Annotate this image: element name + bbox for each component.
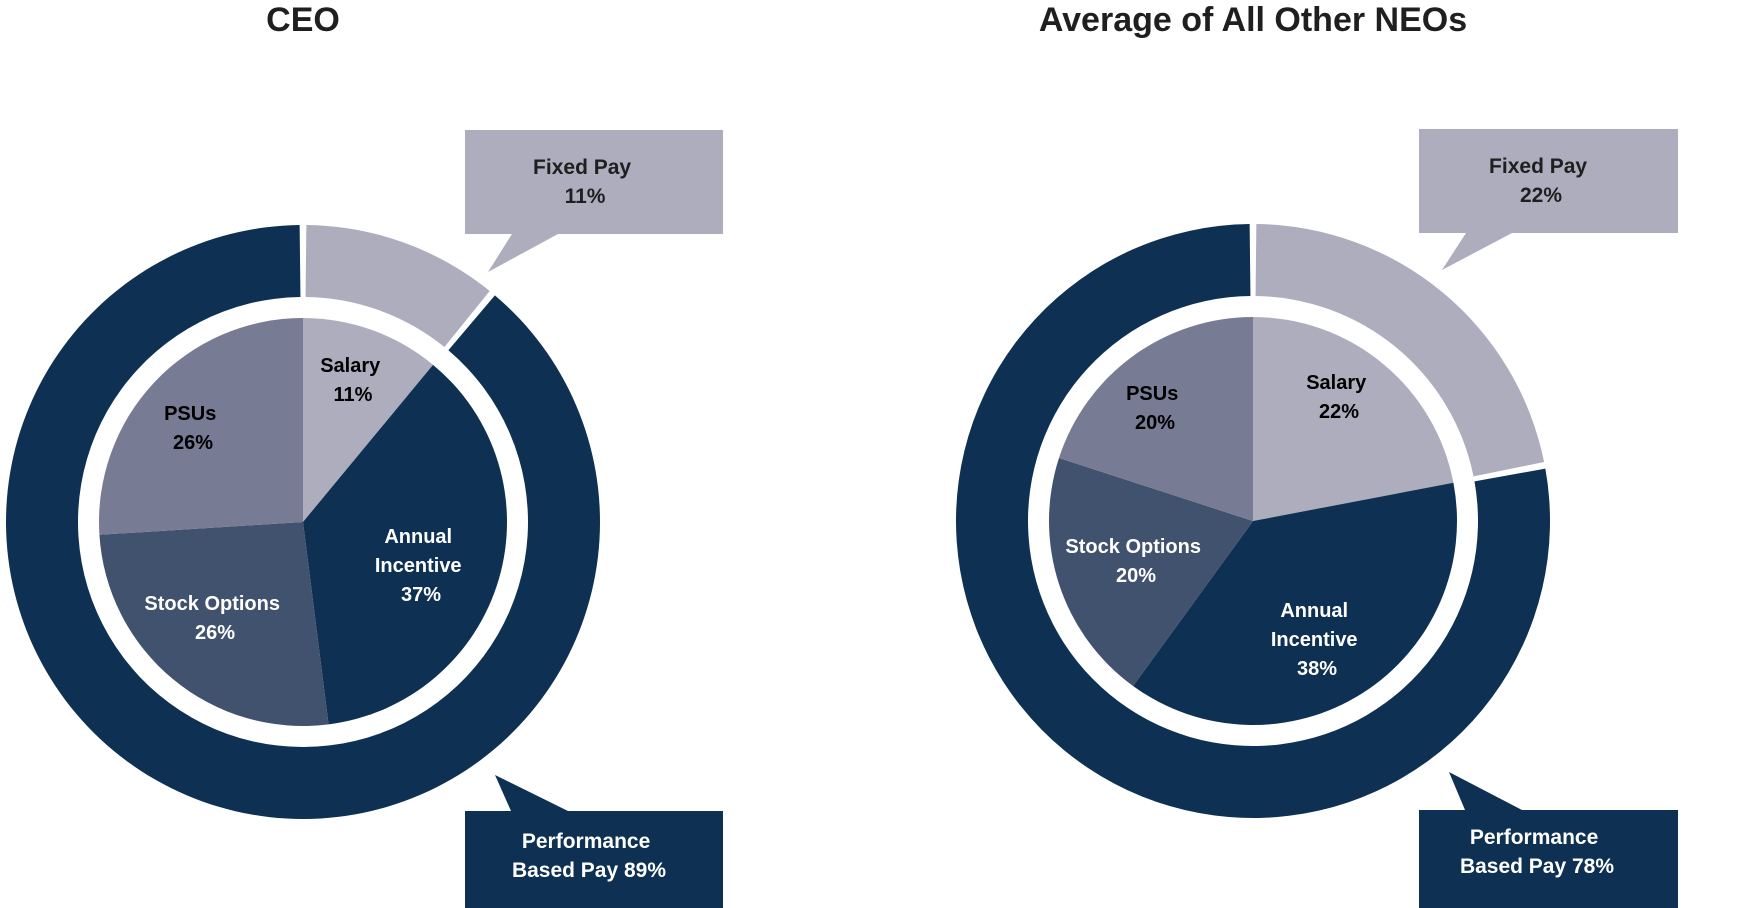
- neo-label-annual-incentive: Annual Incentive 38%: [1271, 600, 1363, 680]
- ceo-performance-pay-callout-box: [465, 775, 723, 908]
- neo-slice-labels: Salary 22% Annual Incentive 38% Stock Op…: [1065, 372, 1372, 680]
- neo-slice-psus: [1058, 317, 1253, 521]
- neo-fixed-pay-callout: Fixed Pay 22%: [1419, 129, 1678, 270]
- neo-fixed-pay-callout-text: Fixed Pay 22%: [1489, 155, 1593, 207]
- ceo-slice-annual-incentive: [303, 364, 507, 725]
- neo-performance-pay-callout: Performance Based Pay 78%: [1419, 772, 1678, 908]
- neo-slice-stock-options: [1049, 457, 1253, 687]
- neo-slice-annual-incentive: [1133, 482, 1457, 725]
- neo-pie: [1049, 317, 1457, 725]
- ceo-fixed-pay-callout-box: [465, 130, 723, 272]
- ceo-chart: CEO Salary 11% Annual Incentive 37% Stoc…: [6, 1, 723, 908]
- neo-label-stock-options: Stock Options 20%: [1065, 536, 1206, 587]
- ceo-pie: [99, 318, 507, 726]
- ceo-label-salary: Salary 11%: [320, 355, 386, 406]
- ceo-ring-fixed-pay-segment: [305, 225, 490, 348]
- neo-label-salary: Salary 22%: [1306, 372, 1372, 423]
- ceo-fixed-pay-callout: Fixed Pay 11%: [465, 130, 723, 272]
- ceo-label-stock-options: Stock Options 26%: [144, 593, 285, 644]
- neo-performance-pay-callout-box: [1419, 772, 1678, 908]
- neo-fixed-pay-callout-box: [1419, 129, 1678, 270]
- neo-ring: [956, 224, 1550, 819]
- neo-performance-pay-callout-text: Performance Based Pay 78%: [1460, 826, 1614, 878]
- ceo-performance-pay-callout-text: Performance Based Pay 89%: [512, 830, 666, 882]
- ceo-label-annual-incentive: Annual Incentive 37%: [375, 526, 467, 606]
- ceo-performance-pay-callout: Performance Based Pay 89%: [465, 775, 723, 908]
- neo-chart: Average of All Other NEOs Salary 22% Ann…: [956, 1, 1678, 908]
- ceo-slice-stock-options: [99, 522, 329, 726]
- ceo-slice-labels: Salary 11% Annual Incentive 37% Stock Op…: [144, 355, 467, 644]
- neo-chart-title: Average of All Other NEOs: [1039, 1, 1467, 39]
- ceo-chart-title: CEO: [266, 1, 340, 39]
- ceo-ring: [6, 225, 600, 820]
- ceo-fixed-pay-callout-text: Fixed Pay 11%: [533, 156, 637, 208]
- neo-slice-salary: [1253, 317, 1454, 521]
- neo-ring-fixed-pay-segment: [1255, 224, 1545, 477]
- neo-label-psus: PSUs 20%: [1126, 383, 1184, 434]
- ceo-label-psus: PSUs 26%: [164, 403, 222, 454]
- ceo-slice-salary: [303, 318, 434, 522]
- ceo-slice-psus: [99, 318, 303, 535]
